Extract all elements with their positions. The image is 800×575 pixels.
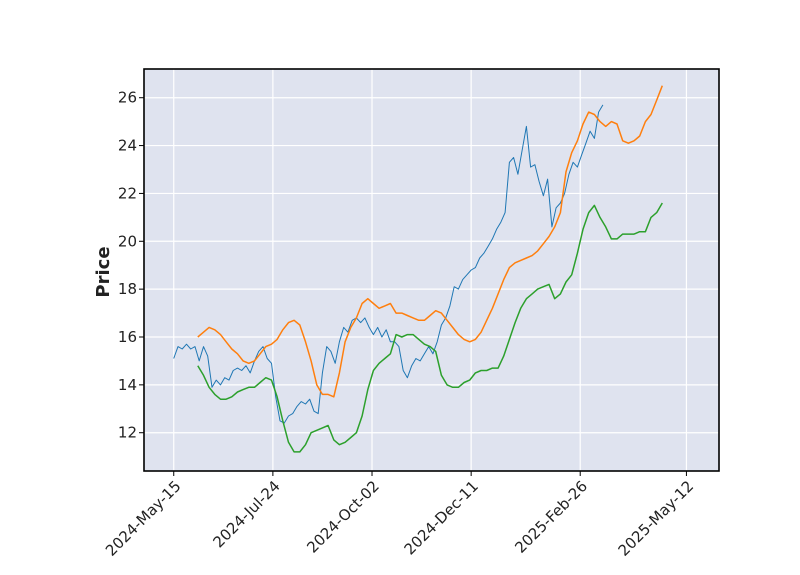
plot-background (144, 69, 719, 471)
y-tick-label: 24 (118, 137, 137, 155)
x-tick-label: 2025-May-12 (615, 477, 698, 560)
y-tick-label: 22 (118, 184, 137, 202)
y-axis-title: Price (93, 246, 114, 297)
series-line-3 (197, 202, 663, 453)
series-layer (173, 85, 663, 453)
x-axis: 2024-May-15 2024-Jul-24 2024-Oct-02 2024-De… (102, 471, 697, 560)
grid (144, 69, 719, 471)
y-axis: 12 14 16 18 20 22 24 26 (118, 89, 144, 442)
y-tick-label: 26 (118, 89, 137, 107)
y-tick-label: 12 (118, 424, 137, 442)
y-tick-label: 20 (118, 232, 137, 250)
x-tick-label: 2025-Feb-26 (511, 477, 591, 557)
y-tick-label: 18 (118, 280, 137, 298)
series-line-1 (173, 104, 604, 424)
x-tick-label: 2024-Dec-11 (401, 477, 482, 558)
x-tick-label: 2024-May-15 (102, 477, 185, 560)
y-tick-label: 14 (118, 376, 137, 394)
y-tick-label: 16 (118, 328, 137, 346)
series-line-2 (197, 85, 663, 398)
x-tick-label: 2024-Jul-24 (209, 477, 283, 551)
plot-frame (143, 68, 720, 472)
x-tick-label: 2024-Oct-02 (303, 477, 383, 557)
